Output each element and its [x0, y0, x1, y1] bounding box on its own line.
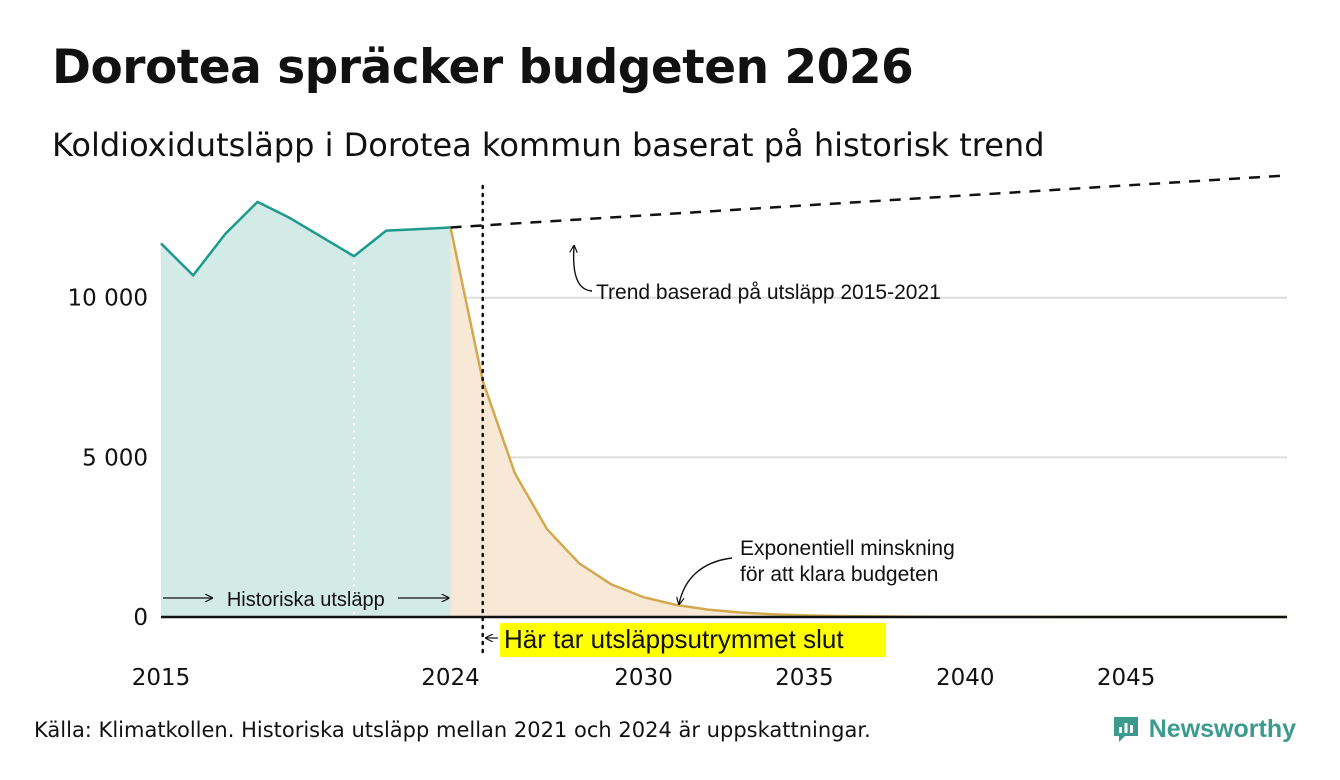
chart-title: Dorotea spräcker budgeten 2026 — [52, 40, 914, 95]
trend-line — [450, 174, 1288, 229]
annotations: Trend baserad på utsläpp 2015-2021 Expone… — [163, 246, 955, 657]
x-tick-label: 2040 — [936, 665, 995, 691]
source-note: Källa: Klimatkollen. Historiska utsläpp … — [34, 718, 871, 742]
axes: 0 5 000 10 000 2015 2024 2030 2035 2040 2045 — [68, 286, 1287, 691]
trend-annotation-arrow — [574, 246, 593, 292]
x-tick-label: 2015 — [132, 665, 191, 691]
x-tick-label: 2035 — [775, 665, 834, 691]
budget-end-annotation: Här tar utsläppsutrymmet slut — [504, 624, 844, 654]
historical-annotation: Historiska utsläpp — [227, 589, 385, 611]
y-tick-label: 5 000 — [82, 445, 148, 471]
x-tick-label: 2045 — [1097, 665, 1156, 691]
budget-end-highlight — [500, 623, 886, 657]
y-tick-label: 0 — [133, 605, 148, 631]
y-tick-label: 10 000 — [68, 286, 148, 312]
decrease-annotation-arrow — [679, 557, 733, 604]
budget-area — [450, 227, 1287, 617]
chart-subtitle: Koldioxidutsläpp i Dorotea kommun basera… — [52, 126, 1045, 164]
newsworthy-logo-icon — [1113, 717, 1138, 742]
decrease-annotation-line: för att klara budgeten — [740, 563, 938, 586]
historical-emissions-line — [160, 200, 451, 277]
brand-logo[interactable]: Newsworthy — [1111, 714, 1296, 744]
brand-name: Newsworthy — [1148, 714, 1296, 743]
x-tick-label: 2024 — [421, 665, 480, 691]
emissions-chart: 0 5 000 10 000 2015 2024 2030 2035 2040 2045 Tre… — [68, 174, 1288, 691]
historical-area — [161, 201, 451, 617]
x-tick-label: 2030 — [614, 665, 673, 691]
reference-lines — [353, 184, 484, 654]
trend-annotation: Trend baserad på utsläpp 2015-2021 — [596, 281, 941, 304]
decrease-annotation-line: Exponentiell minskning — [740, 537, 955, 560]
area-fills — [161, 201, 1287, 617]
